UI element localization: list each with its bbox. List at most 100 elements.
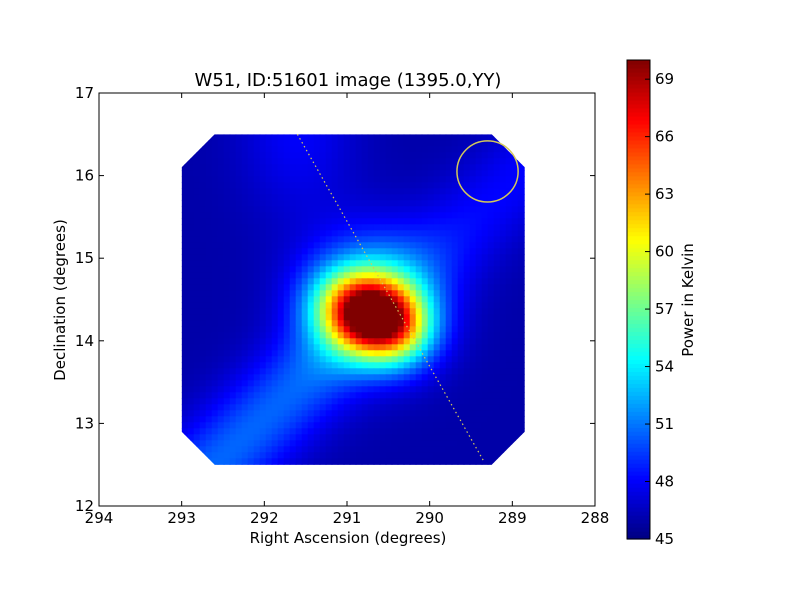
heatmap-cell — [481, 452, 489, 459]
colorbar-segment — [627, 215, 650, 221]
heatmap-cell — [523, 254, 525, 261]
heatmap-cell — [463, 344, 471, 351]
heatmap-cell — [235, 440, 243, 447]
heatmap-cell — [475, 398, 483, 405]
heatmap-cell — [307, 338, 315, 345]
heatmap-cell — [355, 242, 363, 249]
heatmap-cell — [307, 266, 315, 273]
heatmap-cell — [415, 296, 423, 303]
heatmap-cell — [481, 194, 489, 201]
heatmap-cell — [307, 392, 315, 399]
heatmap-cell — [265, 458, 273, 465]
heatmap-cell — [229, 188, 237, 195]
heatmap-cell — [409, 200, 417, 207]
heatmap-cell — [355, 230, 363, 237]
heatmap-cell — [397, 452, 405, 459]
heatmap-cell — [451, 218, 459, 225]
heatmap-cell — [523, 176, 525, 183]
heatmap-cell — [457, 164, 465, 171]
heatmap-cell — [361, 440, 369, 447]
heatmap-cell — [217, 272, 225, 279]
heatmap-cell — [373, 392, 381, 399]
heatmap-cell — [469, 434, 477, 441]
heatmap-cell — [307, 464, 315, 465]
heatmap-cell — [463, 434, 471, 441]
heatmap-cell — [343, 248, 351, 255]
heatmap-cell — [241, 182, 249, 189]
heatmap-cell — [241, 416, 249, 423]
heatmap-cell — [355, 182, 363, 189]
heatmap-cell — [481, 176, 489, 183]
heatmap-cell — [205, 416, 213, 423]
heatmap-cell — [349, 386, 357, 393]
heatmap-cell — [511, 356, 519, 363]
heatmap-cell — [445, 332, 453, 339]
heatmap-cell — [499, 242, 507, 249]
heatmap-cell — [367, 164, 375, 171]
heatmap-cell — [187, 344, 195, 351]
heatmap-cell — [469, 338, 477, 345]
heatmap-cell — [277, 224, 285, 231]
heatmap-cell — [301, 452, 309, 459]
heatmap-cell — [463, 410, 471, 417]
heatmap-cell — [199, 206, 207, 213]
heatmap-cell — [397, 266, 405, 273]
heatmap-cell — [277, 236, 285, 243]
heatmap-cell — [433, 242, 441, 249]
heatmap-cell — [463, 182, 471, 189]
heatmap-cell — [373, 272, 381, 279]
heatmap-cell — [517, 236, 525, 243]
heatmap-cell — [391, 242, 399, 249]
heatmap-cell — [259, 194, 267, 201]
heatmap-cell — [325, 464, 333, 465]
heatmap-cell — [511, 272, 519, 279]
heatmap-cell — [193, 176, 201, 183]
heatmap-cell — [325, 332, 333, 339]
heatmap-cell — [379, 350, 387, 357]
heatmap-cell — [223, 200, 231, 207]
heatmap-cell — [337, 458, 345, 465]
heatmap-cell — [469, 332, 477, 339]
heatmap-cell — [205, 290, 213, 297]
heatmap-cell — [457, 356, 465, 363]
heatmap-cell — [391, 164, 399, 171]
heatmap-cell — [205, 434, 213, 441]
colorbar-segment — [627, 115, 650, 121]
colorbar-segment — [627, 475, 650, 480]
heatmap-cell — [445, 164, 453, 171]
heatmap-cell — [493, 320, 501, 327]
heatmap-cell — [349, 452, 357, 459]
heatmap-cell — [181, 446, 189, 453]
heatmap-cell — [409, 302, 417, 309]
heatmap-cell — [265, 320, 273, 327]
heatmap-cell — [259, 446, 267, 453]
heatmap-cell — [481, 302, 489, 309]
heatmap-cell — [451, 446, 459, 453]
heatmap-cell — [451, 362, 459, 369]
heatmap-cell — [337, 146, 345, 153]
heatmap-cell — [193, 314, 201, 321]
heatmap-cell — [457, 326, 465, 333]
heatmap-cell — [379, 158, 387, 165]
heatmap-cell — [199, 194, 207, 201]
heatmap-cell — [493, 248, 501, 255]
heatmap-cell — [487, 416, 495, 423]
heatmap-cell — [415, 374, 423, 381]
heatmap-cell — [205, 218, 213, 225]
heatmap-cell — [397, 158, 405, 165]
heatmap-cell — [289, 266, 297, 273]
heatmap-cell — [241, 428, 249, 435]
heatmap-cell — [403, 278, 411, 285]
heatmap-cell — [379, 428, 387, 435]
heatmap-cell — [331, 326, 339, 333]
heatmap-cell — [193, 158, 201, 165]
heatmap-cell — [493, 152, 501, 159]
heatmap-cell — [277, 254, 285, 261]
heatmap-cell — [373, 428, 381, 435]
heatmap-cell — [511, 398, 519, 405]
heatmap-cell — [247, 386, 255, 393]
heatmap-cell — [295, 440, 303, 447]
heatmap-cell — [505, 200, 513, 207]
heatmap-cell — [313, 422, 321, 429]
colorbar-tick-label: 66 — [655, 128, 674, 146]
